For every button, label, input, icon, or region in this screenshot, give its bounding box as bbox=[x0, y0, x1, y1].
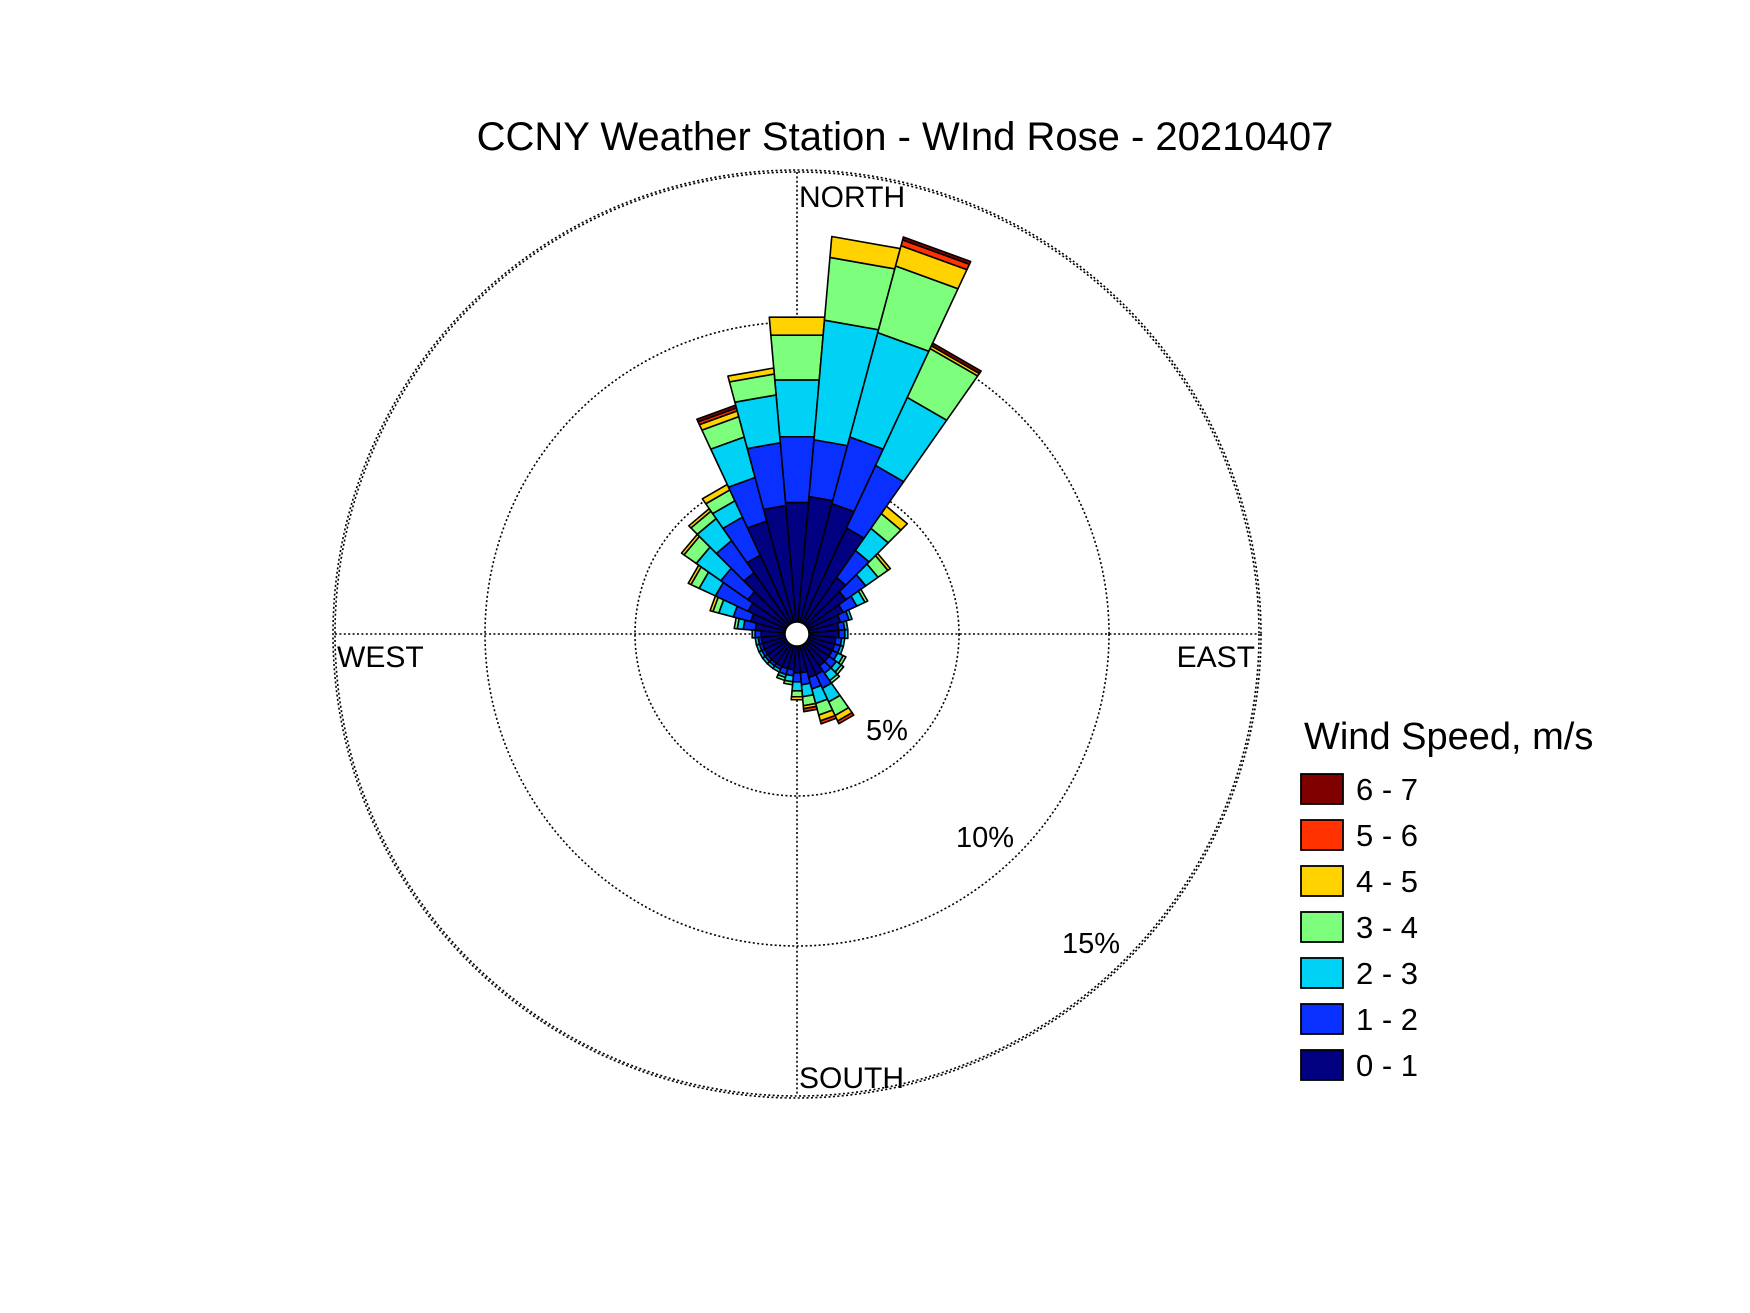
chart-title: CCNY Weather Station - WInd Rose - 20210… bbox=[477, 115, 1334, 159]
wind-rose-bars bbox=[680, 235, 982, 725]
ring-label-5: 5% bbox=[866, 715, 908, 747]
legend-label-2-3: 2 - 3 bbox=[1356, 956, 1418, 991]
bar-segment-0deg-bin-4 bbox=[768, 316, 826, 336]
legend-label-1-2: 1 - 2 bbox=[1356, 1002, 1418, 1037]
ring-labels: 5% 10% 15% bbox=[866, 715, 1120, 960]
bar-segment-200deg-bin-3 bbox=[775, 673, 787, 682]
bar-segment-0deg-bin-2 bbox=[773, 379, 821, 438]
legend-label-6-7: 6 - 7 bbox=[1356, 772, 1418, 807]
ring-label-15: 15% bbox=[1062, 928, 1120, 960]
bar-segment-70deg-bin-2 bbox=[845, 609, 853, 621]
bar-segment-170deg-bin-5 bbox=[802, 705, 818, 713]
bar-segment-30deg-bin-6 bbox=[930, 342, 982, 375]
bar-segment-180deg-bin-2 bbox=[791, 681, 803, 692]
bar-segment-40deg-bin-4 bbox=[880, 505, 909, 531]
legend-label-3-4: 3 - 4 bbox=[1356, 910, 1418, 945]
bar-segment-180deg-bin-4 bbox=[790, 695, 804, 701]
bar-segment-90deg-bin-2 bbox=[844, 628, 849, 640]
legend-label-0-1: 0 - 1 bbox=[1356, 1048, 1418, 1083]
bar-segment-90deg-bin-1 bbox=[838, 629, 846, 639]
bar-segment-80deg-bin-2 bbox=[842, 620, 849, 631]
legend-swatch-1-2 bbox=[1300, 1003, 1344, 1035]
legend-swatch-0-1 bbox=[1300, 1049, 1344, 1081]
legend-swatch-4-5 bbox=[1300, 865, 1344, 897]
legend: Wind Speed, m/s 6 - 7 5 - 6 4 - 5 3 - 4 2 - … bbox=[1300, 716, 1593, 1083]
bar-segment-60deg-bin-3 bbox=[857, 588, 869, 604]
ring-outer bbox=[332, 169, 1262, 1099]
bar-segment-150deg-bin-5 bbox=[836, 711, 855, 725]
legend-title: Wind Speed, m/s bbox=[1304, 716, 1593, 758]
legend-label-5-6: 5 - 6 bbox=[1356, 818, 1418, 853]
bar-segment-50deg-bin-4 bbox=[874, 552, 892, 572]
north-label: NORTH bbox=[799, 181, 905, 214]
bar-segment-0deg-bin-3 bbox=[770, 334, 824, 381]
bar-segment-180deg-bin-3 bbox=[790, 689, 804, 698]
bar-segment-20deg-bin-6 bbox=[901, 236, 972, 266]
bar-segment-260deg-bin-2 bbox=[754, 636, 761, 646]
legend-label-4-5: 4 - 5 bbox=[1356, 864, 1418, 899]
legend-items: 6 - 7 5 - 6 4 - 5 3 - 4 2 - 3 1 - 2 0 - 1 bbox=[1300, 772, 1418, 1083]
center-hole bbox=[784, 621, 810, 647]
bar-segment-190deg-bin-3 bbox=[783, 679, 794, 686]
bar-segment-350deg-bin-4 bbox=[727, 367, 776, 383]
bar-segment-160deg-bin-5 bbox=[819, 714, 838, 725]
east-label: EAST bbox=[1177, 641, 1255, 674]
west-label: WEST bbox=[337, 641, 424, 674]
bar-segment-270deg-bin-2 bbox=[751, 629, 756, 639]
legend-swatch-2-3 bbox=[1300, 957, 1344, 989]
south-label: SOUTH bbox=[799, 1062, 904, 1095]
direction-labels: NORTH EAST SOUTH WEST bbox=[337, 181, 1255, 1095]
legend-swatch-6-7 bbox=[1300, 773, 1344, 805]
ring-label-10: 10% bbox=[956, 822, 1014, 854]
legend-swatch-5-6 bbox=[1300, 819, 1344, 851]
ring-15 bbox=[334, 171, 1260, 1097]
legend-swatch-3-4 bbox=[1300, 911, 1344, 943]
